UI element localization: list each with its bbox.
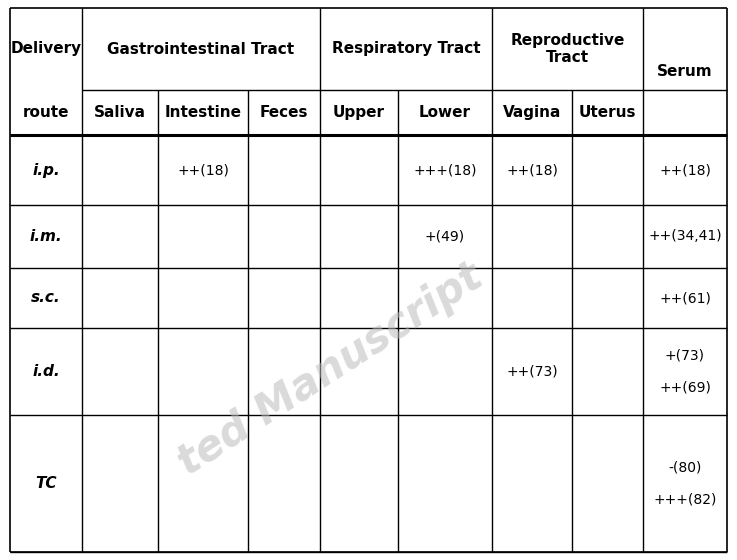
Text: Intestine: Intestine — [164, 105, 242, 120]
Text: TC: TC — [35, 476, 57, 491]
Text: Respiratory Tract: Respiratory Tract — [332, 41, 481, 57]
Text: ++(18): ++(18) — [177, 163, 229, 177]
Text: ++(34,41): ++(34,41) — [648, 230, 722, 244]
Text: Lower: Lower — [419, 105, 471, 120]
Text: i.p.: i.p. — [32, 162, 60, 178]
Text: ++(18): ++(18) — [659, 163, 711, 177]
Text: ++(73): ++(73) — [506, 365, 558, 379]
Text: Uterus: Uterus — [579, 105, 636, 120]
Text: Feces: Feces — [259, 105, 308, 120]
Text: Reproductive
Tract: Reproductive Tract — [510, 33, 625, 65]
Text: ++(18): ++(18) — [506, 163, 558, 177]
Text: s.c.: s.c. — [31, 291, 61, 306]
Text: -(80)

+++(82): -(80) +++(82) — [653, 460, 716, 507]
Text: ++(61): ++(61) — [659, 291, 711, 305]
Text: route: route — [23, 105, 69, 120]
Text: +(49): +(49) — [425, 230, 465, 244]
Text: +(73)

++(69): +(73) ++(69) — [659, 348, 711, 395]
Text: Upper: Upper — [333, 105, 385, 120]
Text: Gastrointestinal Tract: Gastrointestinal Tract — [108, 41, 295, 57]
Text: Serum: Serum — [657, 64, 713, 79]
Text: ted Manuscript: ted Manuscript — [170, 256, 490, 484]
Text: Vagina: Vagina — [503, 105, 561, 120]
Text: Saliva: Saliva — [94, 105, 146, 120]
Text: Delivery: Delivery — [10, 41, 82, 57]
Text: i.d.: i.d. — [32, 364, 60, 379]
Text: +++(18): +++(18) — [413, 163, 477, 177]
Text: i.m.: i.m. — [29, 229, 63, 244]
